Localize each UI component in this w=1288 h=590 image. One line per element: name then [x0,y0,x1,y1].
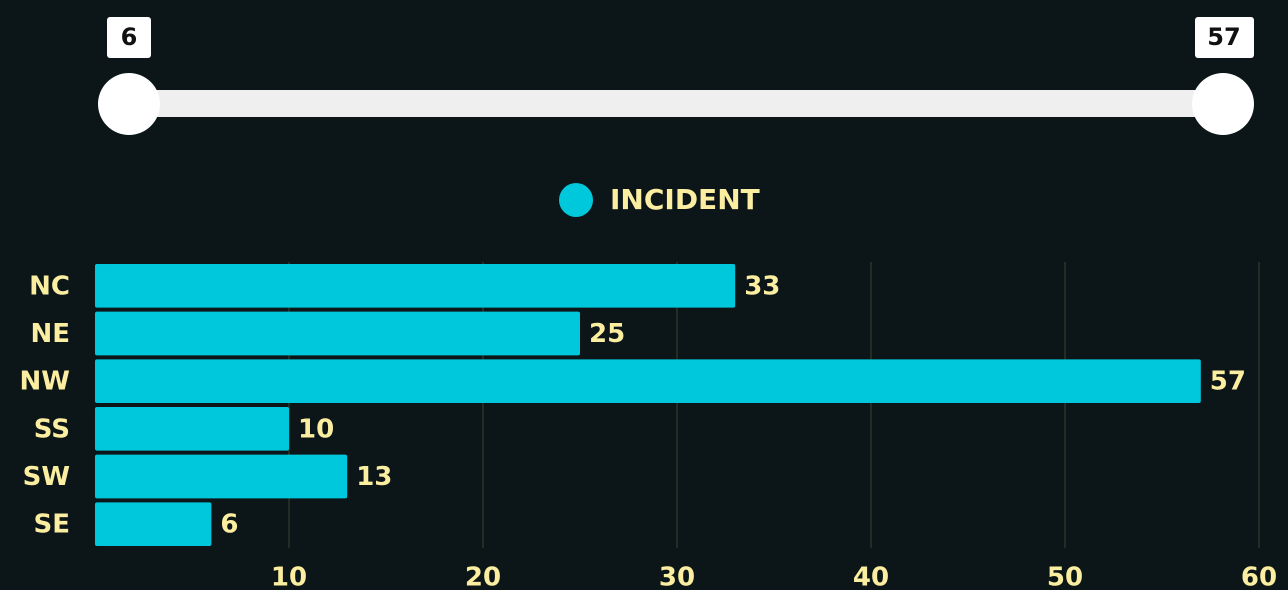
bar [95,502,212,546]
slider-min-box [107,17,151,58]
legend-swatch [559,183,593,217]
y-tick-label: SE [34,510,71,540]
x-tick-label: 60 [1241,563,1277,590]
x-tick-label: 20 [465,563,501,590]
slider-track [129,90,1223,117]
data-label: 25 [589,319,625,349]
data-label: 6 [220,510,238,540]
bar [95,359,1201,403]
x-tick-label: 30 [659,563,695,590]
slider-max-handle[interactable] [1192,73,1254,135]
y-tick-label: SS [34,414,70,444]
x-tick-label: 40 [853,563,889,590]
x-tick-label: 10 [271,563,307,590]
data-label: 13 [356,462,392,492]
slider-min-handle[interactable] [98,73,160,135]
data-label: 57 [1210,367,1246,397]
bar [95,311,580,356]
range-slider[interactable]: 6 57 [98,17,1254,135]
slider-max-box [1195,17,1254,58]
bar [95,407,289,451]
y-tick-label: NE [30,319,70,349]
bar [95,264,736,308]
legend-label: INCIDENT [610,183,760,216]
y-tick-label: NW [20,367,70,397]
slider-max-label: 57 [1207,23,1240,51]
x-tick-label: 50 [1047,563,1083,590]
data-label: 10 [298,414,334,444]
slider-min-label: 6 [121,23,138,51]
data-label: 33 [744,271,780,301]
y-tick-label: SW [23,462,70,492]
y-tick-label: NC [29,271,70,301]
bar [95,454,348,499]
